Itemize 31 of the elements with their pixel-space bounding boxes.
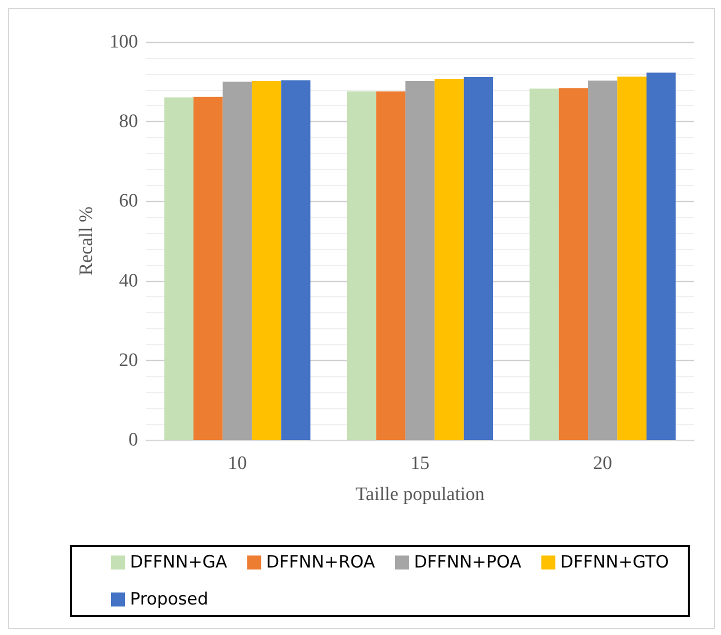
- bar: [252, 81, 282, 440]
- legend-label: Proposed: [130, 590, 208, 610]
- legend-label: DFFNN+ROA: [266, 552, 376, 572]
- bar: [281, 80, 310, 440]
- y-tick-label: 20: [119, 350, 138, 371]
- bar: [164, 97, 194, 440]
- legend-label: DFFNN+POA: [414, 552, 522, 572]
- y-axis-title: Recall %: [76, 206, 97, 276]
- y-tick-label: 80: [119, 111, 138, 132]
- legend-label: DFFNN+GA: [130, 552, 228, 572]
- y-tick-label: 0: [128, 430, 138, 450]
- bar: [376, 91, 406, 440]
- x-tick-label: 10: [228, 453, 247, 474]
- bar: [558, 88, 588, 440]
- bar: [405, 81, 435, 440]
- x-tick-label: 15: [410, 453, 430, 474]
- x-axis-title: Taille population: [355, 484, 485, 505]
- bar: [346, 91, 376, 440]
- legend-label: DFFNN+GTO: [560, 552, 669, 572]
- x-tick-label: 20: [593, 453, 612, 474]
- bar: [588, 80, 618, 440]
- y-tick-label: 60: [119, 190, 138, 212]
- bar: [617, 76, 647, 440]
- bar: [464, 77, 494, 440]
- y-tick-label: 40: [119, 270, 138, 292]
- bar: [646, 72, 676, 440]
- bar: [193, 96, 223, 440]
- bar: [434, 79, 464, 440]
- bar: [222, 82, 252, 440]
- y-tick-label: 100: [110, 32, 138, 52]
- bar: [530, 88, 559, 440]
